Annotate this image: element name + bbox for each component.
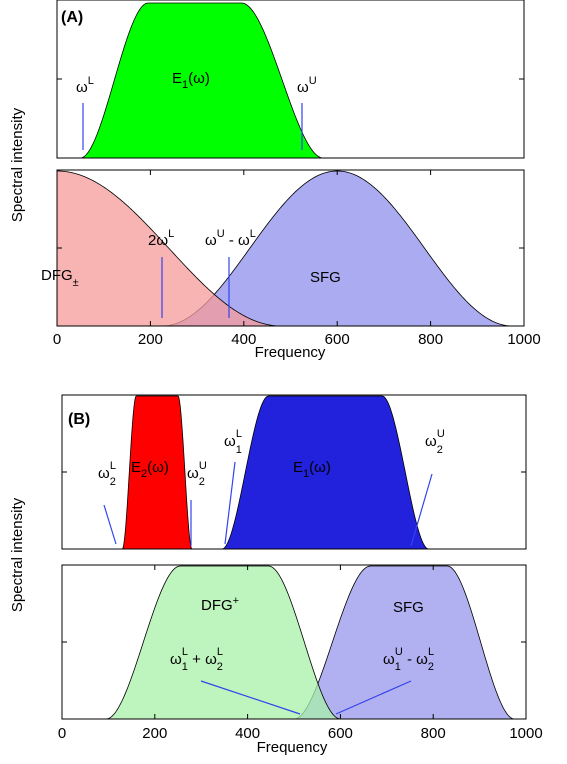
xtick-label: 600 — [328, 725, 353, 742]
label-e1-b: E1(ω) — [293, 459, 331, 480]
xtick-label: 1000 — [507, 331, 540, 348]
xtick-label: 400 — [235, 725, 260, 742]
label-omega-u-minus-l-a: ωU - ωL — [205, 228, 256, 249]
marker-omega1l-plus-omega2l-b — [200, 680, 301, 715]
label-2omega-l-a: 2ωL — [148, 228, 174, 249]
xlabel-a: Frequency — [255, 344, 326, 361]
panel-a-top-axes — [56, 0, 525, 159]
xtick-label: 800 — [421, 725, 446, 742]
xtick-label: 400 — [231, 331, 256, 348]
label-omega1-l-b: ω1L — [224, 428, 242, 456]
marker-omega1u-minus-omega2l-b — [335, 680, 412, 715]
xtick-label: 200 — [142, 725, 167, 742]
area-e2-b — [121, 395, 193, 550]
xlabel-b: Frequency — [257, 739, 328, 756]
panel-a: (A) E1(ω) ωL ωU 0 200 400 600 800 1000 DFG± S… — [9, 0, 541, 361]
area-sfg-a — [162, 170, 513, 327]
panel-label-a: (A) — [61, 9, 83, 26]
panel-b-top-axes — [61, 394, 527, 550]
xtick-label: 0 — [58, 725, 66, 742]
panel-a-bottom-axes: 0 200 400 600 800 1000 — [53, 169, 541, 348]
area-dfg-plus-b — [106, 565, 341, 720]
panel-label-b: (B) — [68, 411, 90, 428]
label-omega2-l-b: ω2L — [98, 460, 116, 488]
label-dfg-plus-b: DFG+ — [201, 595, 239, 614]
xtick-label: 200 — [138, 331, 163, 348]
xtick-label: 1000 — [509, 725, 542, 742]
panel-b-bottom-axes: 0 200 400 600 800 1000 — [58, 564, 543, 742]
label-omega1l-plus-omega2l-b: ω1L + ω2L — [170, 646, 223, 673]
xtick-label: 800 — [418, 331, 443, 348]
x-ticks-a: 0 200 400 600 800 1000 — [53, 170, 541, 348]
area-e1-a — [80, 2, 324, 159]
label-e1-a: E1(ω) — [172, 70, 210, 91]
panel-b: (B) E2(ω) E1(ω) ω2L ω2U ω1L ω2U 0 200 400 6… — [9, 394, 543, 756]
xtick-label: 600 — [325, 331, 350, 348]
ylabel-a: Spectral intensity — [9, 107, 26, 222]
label-omega1u-minus-omega2l-b: ω1U - ω2L — [383, 646, 434, 673]
marker-omega1-l-b — [224, 461, 236, 545]
area-e1-b — [221, 395, 429, 550]
label-sfg-a: SFG — [310, 269, 341, 286]
area-sfg-b — [293, 565, 515, 720]
x-ticks-b: 0 200 400 600 800 1000 — [58, 565, 543, 742]
label-sfg-b: SFG — [393, 599, 424, 616]
marker-omega2-l-b — [103, 504, 117, 545]
xtick-label: 0 — [53, 331, 61, 348]
ylabel-b: Spectral intensity — [9, 497, 26, 612]
area-dfg-pm-a — [56, 170, 282, 327]
label-omega-u-a: ωU — [297, 75, 317, 96]
label-dfg-pm-a: DFG± — [41, 267, 79, 289]
label-e2-b: E2(ω) — [131, 459, 169, 480]
marker-omega2-u-b-right — [410, 473, 433, 547]
label-omega2-u-b-left: ω2U — [187, 460, 207, 488]
label-omega-l-a: ωL — [76, 75, 94, 96]
label-omega2-u-b-right: ω2U — [425, 428, 445, 456]
